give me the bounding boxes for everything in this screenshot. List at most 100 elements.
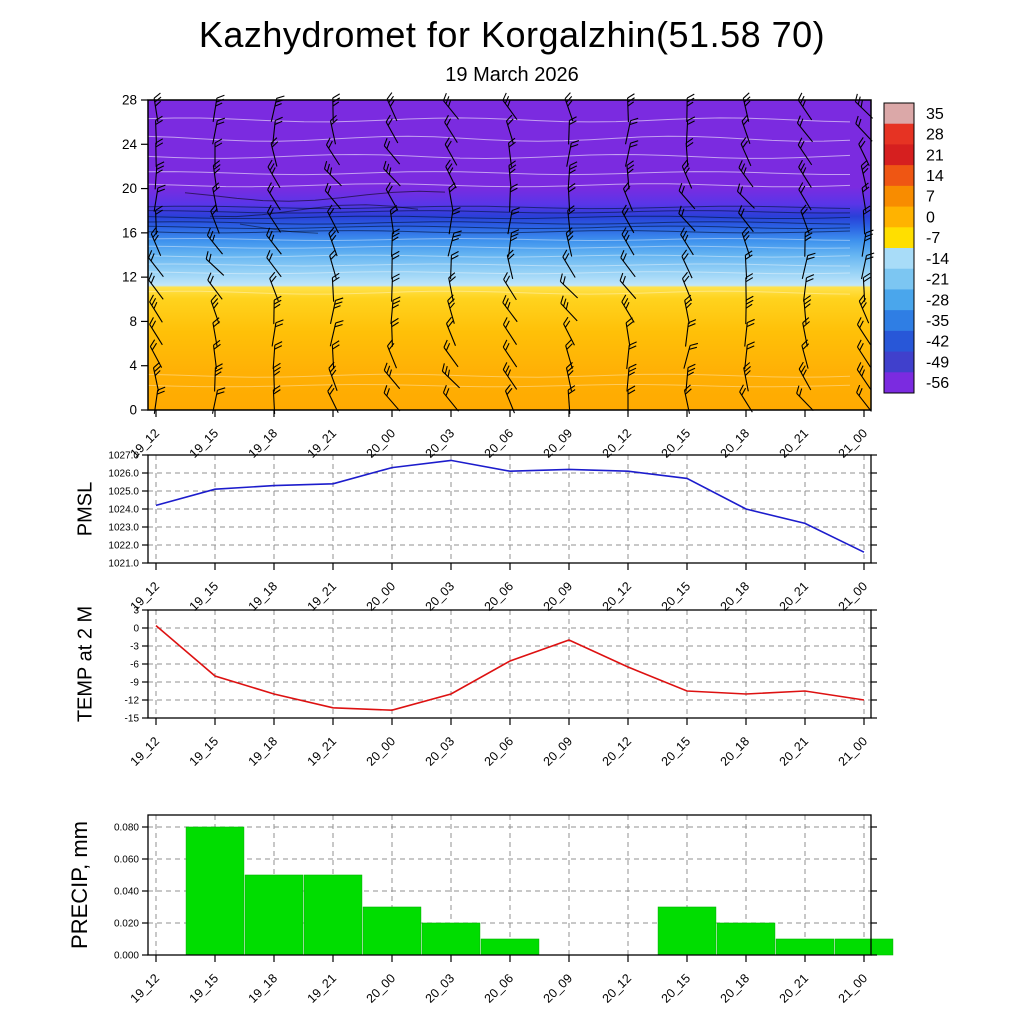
- colorbar-label: -42: [926, 334, 949, 351]
- colorbar-label: 14: [926, 168, 944, 185]
- colorbar-label: 7: [926, 189, 935, 206]
- precip-bar: [244, 874, 304, 956]
- svg-text:16: 16: [122, 225, 137, 240]
- svg-text:19_12: 19_12: [128, 971, 163, 1006]
- precip-bar: [716, 922, 776, 956]
- colorbar-label: -14: [926, 251, 949, 268]
- svg-text:21_00: 21_00: [836, 971, 871, 1006]
- colorbar: 35 28 21 14 7 0 -7 -14 -21 -28 -35 -42 -49 -56: [883, 102, 949, 394]
- svg-text:20_03: 20_03: [423, 734, 458, 769]
- svg-text:1027.0: 1027.0: [108, 451, 139, 462]
- colorbar-label: 28: [926, 127, 944, 144]
- svg-text:1021.0: 1021.0: [108, 559, 139, 570]
- precip-bar: [303, 874, 363, 956]
- svg-text:19_18: 19_18: [246, 579, 281, 614]
- svg-text:20_00: 20_00: [364, 734, 399, 769]
- svg-text:20_06: 20_06: [482, 579, 517, 614]
- svg-text:19_21: 19_21: [305, 734, 340, 769]
- svg-text:0.060: 0.060: [114, 855, 139, 866]
- svg-text:20_15: 20_15: [659, 579, 694, 614]
- colorbar-label: -21: [926, 272, 949, 289]
- svg-text:20_15: 20_15: [659, 734, 694, 769]
- svg-text:19_21: 19_21: [305, 971, 340, 1006]
- svg-text:19_18: 19_18: [246, 971, 281, 1006]
- svg-text:20_09: 20_09: [541, 734, 576, 769]
- svg-text:0.080: 0.080: [114, 823, 139, 834]
- svg-text:20_21: 20_21: [777, 734, 812, 769]
- svg-text:-12: -12: [125, 696, 140, 707]
- svg-text:24: 24: [122, 137, 138, 152]
- svg-text:20_15: 20_15: [659, 971, 694, 1006]
- precip-bar: [185, 826, 245, 956]
- svg-text:19_15: 19_15: [187, 579, 222, 614]
- svg-text:20_09: 20_09: [541, 971, 576, 1006]
- colorbar-label: 0: [926, 209, 935, 226]
- svg-text:0.020: 0.020: [114, 919, 139, 930]
- svg-text:19_15: 19_15: [187, 971, 222, 1006]
- svg-text:-3: -3: [130, 642, 139, 653]
- colorbar-label: 21: [926, 147, 944, 164]
- precip-bar: [480, 938, 540, 956]
- svg-text:19_12: 19_12: [128, 734, 163, 769]
- colorbar-label: 35: [926, 106, 944, 123]
- svg-text:20_06: 20_06: [482, 971, 517, 1006]
- svg-text:19_21: 19_21: [305, 579, 340, 614]
- pmsl-panel: 1027.0 1026.0 1025.0 1024.0 1023.0 1022.0 1021…: [108, 451, 877, 614]
- svg-text:0: 0: [133, 624, 139, 635]
- svg-text:20_03: 20_03: [423, 579, 458, 614]
- svg-text:20_12: 20_12: [600, 971, 635, 1006]
- svg-text:20_09: 20_09: [541, 579, 576, 614]
- svg-text:1022.0: 1022.0: [108, 541, 139, 552]
- svg-text:20_03: 20_03: [423, 971, 458, 1006]
- colorbar-label: -7: [926, 230, 940, 247]
- svg-text:4: 4: [129, 358, 137, 373]
- svg-text:20_12: 20_12: [600, 734, 635, 769]
- svg-text:20_18: 20_18: [718, 971, 753, 1006]
- svg-text:28: 28: [122, 93, 137, 108]
- svg-text:0.040: 0.040: [114, 887, 139, 898]
- colorbar-label: -49: [926, 354, 949, 371]
- svg-text:19_15: 19_15: [187, 734, 222, 769]
- svg-text:12: 12: [122, 270, 137, 285]
- precip-bar: [775, 938, 835, 956]
- pmsl-line: [155, 459, 865, 553]
- wind-barbs: [148, 92, 875, 415]
- svg-text:20_06: 20_06: [482, 734, 517, 769]
- colorbar-label: -35: [926, 313, 949, 330]
- date-subtitle: 19 March 2026: [445, 64, 579, 86]
- svg-text:1024.0: 1024.0: [108, 505, 139, 516]
- svg-text:3: 3: [133, 606, 139, 617]
- svg-text:1026.0: 1026.0: [108, 469, 139, 480]
- precip-bar: [362, 906, 422, 956]
- svg-text:20_12: 20_12: [600, 579, 635, 614]
- precip-panel: 0.080 0.060 0.040 0.020 0.000 19_12 19_15 19_18…: [114, 814, 894, 1006]
- svg-text:-15: -15: [125, 714, 140, 725]
- svg-text:1023.0: 1023.0: [108, 523, 139, 534]
- svg-text:20_18: 20_18: [718, 579, 753, 614]
- svg-text:20_18: 20_18: [718, 734, 753, 769]
- svg-text:21_00: 21_00: [836, 579, 871, 614]
- svg-text:21_00: 21_00: [836, 734, 871, 769]
- temp2m-line: [155, 624, 865, 712]
- page-title: Kazhydromet for Korgalzhin(51.58 70): [198, 14, 826, 55]
- svg-text:8: 8: [129, 314, 137, 329]
- svg-text:20: 20: [122, 181, 137, 196]
- svg-text:20_00: 20_00: [364, 579, 399, 614]
- precip-bar: [834, 938, 894, 956]
- svg-text:20_21: 20_21: [777, 971, 812, 1006]
- svg-text:19_18: 19_18: [246, 734, 281, 769]
- svg-text:0.000: 0.000: [114, 951, 139, 962]
- colorbar-label: -56: [926, 375, 949, 392]
- precip-bar: [657, 906, 717, 956]
- svg-text:-6: -6: [130, 660, 139, 671]
- svg-text:0: 0: [129, 403, 137, 418]
- svg-text:20_00: 20_00: [364, 971, 399, 1006]
- colorbar-label: -28: [926, 292, 949, 309]
- temp2m-panel: 3 0 -3 -6 -9 -12 -15 19_12 19_15 19_18 19_21 20_00 2…: [125, 606, 877, 769]
- precip-bar: [421, 922, 481, 956]
- svg-text:1025.0: 1025.0: [108, 487, 139, 498]
- svg-text:20_21: 20_21: [777, 579, 812, 614]
